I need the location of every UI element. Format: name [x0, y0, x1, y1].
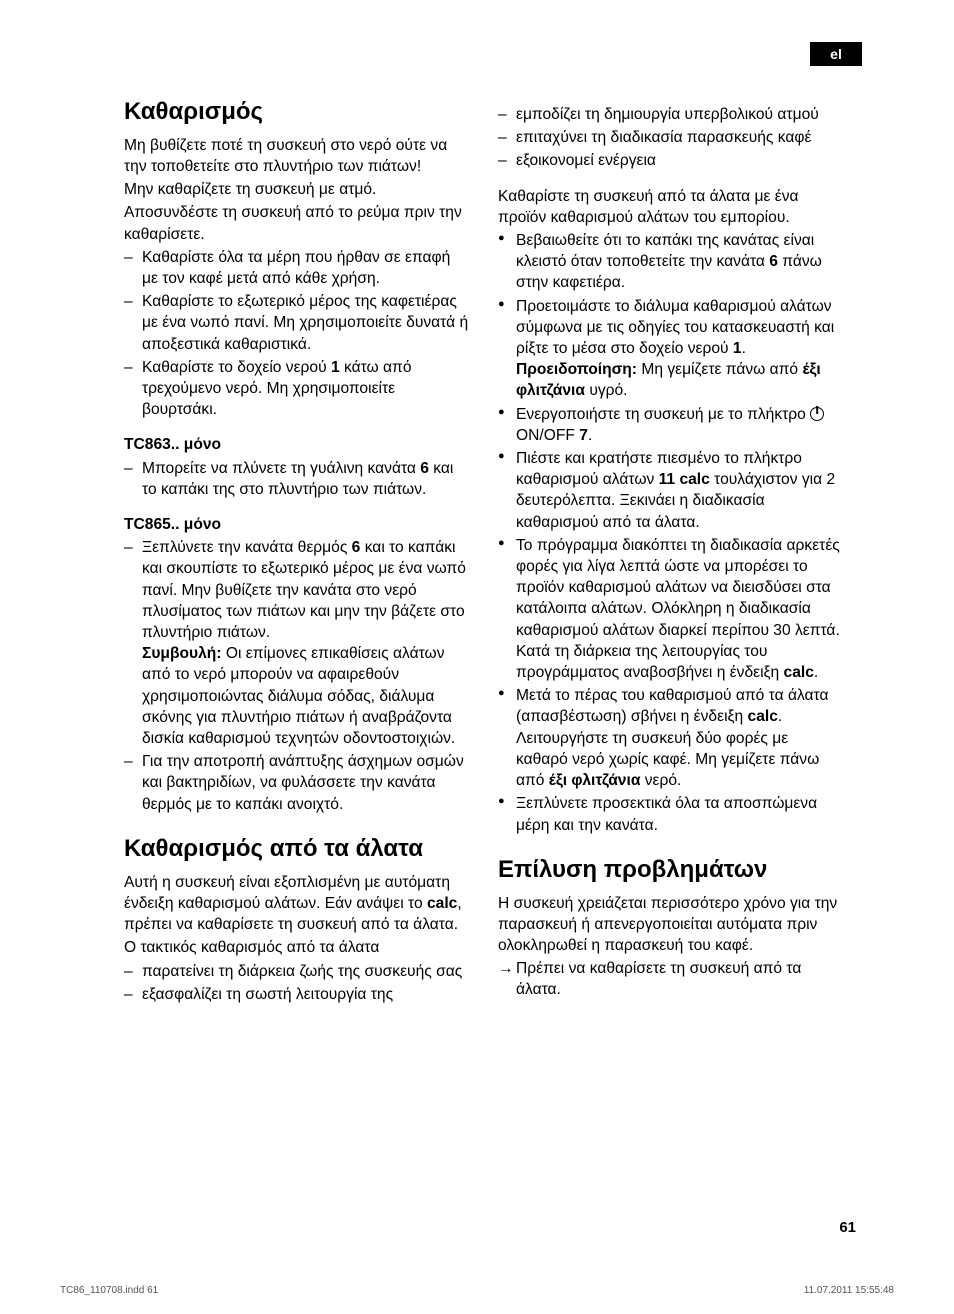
- dash-list: παρατείνει τη διάρκεια ζωής της συσκευής…: [124, 961, 470, 1005]
- text: Ενεργοποιήστε τη συσκευή με το πλήκτρο: [516, 406, 810, 423]
- power-icon: [810, 407, 824, 421]
- list-item: παρατείνει τη διάρκεια ζωής της συσκευής…: [124, 961, 470, 982]
- text: Μη γεμίζετε πάνω από: [637, 361, 802, 378]
- tip-label: Συμβουλή:: [142, 645, 221, 662]
- heading-cleaning: Καθαρισμός: [124, 98, 470, 127]
- text: νερό.: [640, 772, 681, 789]
- text: .: [588, 427, 592, 444]
- text: Μπορείτε να πλύνετε τη γυάλινη κανάτα: [142, 460, 420, 477]
- para: Καθαρίστε τη συσκευή από τα άλατα με ένα…: [498, 186, 844, 228]
- list-item: εμποδίζει τη δημιουργία υπερβολικού ατμο…: [498, 104, 844, 125]
- ref-number: 1: [733, 340, 742, 357]
- list-item: Ενεργοποιήστε τη συσκευή με το πλήκτρο O…: [498, 404, 844, 446]
- list-item: Μπορείτε να πλύνετε τη γυάλινη κανάτα 6 …: [124, 458, 470, 500]
- ref-number: 1: [331, 359, 340, 376]
- calc-label: calc: [748, 708, 778, 725]
- text: Ξεπλύνετε την κανάτα θερμός: [142, 539, 352, 556]
- arrow-item: Πρέπει να καθαρίσετε τη συσκευή από τα ά…: [498, 958, 844, 1000]
- list-item: επιταχύνει τη διαδικασία παρασκευής καφέ: [498, 127, 844, 148]
- calc-label: calc: [784, 664, 814, 681]
- para: Μην καθαρίζετε τη συσκευή με ατμό.: [124, 179, 470, 200]
- subheading-tc865: TC865.. μόνο: [124, 514, 470, 535]
- list-item: εξασφαλίζει τη σωστή λειτουργία της: [124, 984, 470, 1005]
- subheading-tc863: TC863.. μόνο: [124, 434, 470, 455]
- text: Προετοιμάστε το διάλυμα καθαρισμού αλάτω…: [516, 298, 834, 357]
- list-item: Το πρόγραμμα διακόπτει τη διαδικασία αρκ…: [498, 535, 844, 683]
- ref-number: 6: [420, 460, 429, 477]
- text: .: [742, 340, 746, 357]
- para: Αποσυνδέστε τη συσκευή από το ρεύμα πριν…: [124, 202, 470, 244]
- para: Η συσκευή χρειάζεται περισσότερο χρόνο γ…: [498, 893, 844, 957]
- list-item: Καθαρίστε όλα τα μέρη που ήρθαν σε επαφή…: [124, 247, 470, 289]
- language-badge: el: [810, 42, 862, 66]
- calc-label: calc: [427, 895, 457, 912]
- calc-label: 11 calc: [659, 471, 710, 488]
- text: Αυτή η συσκευή είναι εξοπλισμένη με αυ­τ…: [124, 874, 450, 912]
- list-item: Μετά το πέρας του καθαρισμού από τα άλατ…: [498, 685, 844, 791]
- dash-list: εμποδίζει τη δημιουργία υπερβολικού ατμο…: [498, 104, 844, 172]
- list-item: Καθαρίστε το δοχείο νερού 1 κάτω από τρε…: [124, 357, 470, 421]
- dash-list: Ξεπλύνετε την κανάτα θερμός 6 και το κα­…: [124, 537, 470, 815]
- list-item: Καθαρίστε το εξωτερικό μέρος της καφε­τι…: [124, 291, 470, 355]
- para: Ο τακτικός καθαρισμός από τα άλατα: [124, 937, 470, 958]
- text: Το πρόγραμμα διακόπτει τη διαδικασία αρκ…: [516, 537, 840, 681]
- warning-label: Προειδοποίηση:: [516, 361, 637, 378]
- page-number: 61: [839, 1219, 856, 1236]
- left-column: Καθαρισμός Μη βυθίζετε ποτέ τη συσκευή σ…: [124, 98, 470, 1007]
- heading-troubleshooting: Επίλυση προβλημάτων: [498, 856, 844, 885]
- text: Καθαρίστε το δοχείο νερού: [142, 359, 331, 376]
- footer-file: TC86_110708.indd 61: [60, 1285, 158, 1296]
- para: Μη βυθίζετε ποτέ τη συσκευή στο νερό ούτ…: [124, 135, 470, 177]
- list-item: Ξεπλύνετε την κανάτα θερμός 6 και το κα­…: [124, 537, 470, 749]
- ref-number: 7: [579, 427, 588, 444]
- list-item: Πιέστε και κρατήστε πιεσμένο το πλήκτρο …: [498, 448, 844, 533]
- list-item: Βεβαιωθείτε ότι το καπάκι της κανάτας εί…: [498, 230, 844, 294]
- heading-descaling: Καθαρισμός από τα άλατα: [124, 835, 470, 864]
- list-item: Προετοιμάστε το διάλυμα καθαρισμού αλάτω…: [498, 296, 844, 402]
- bullet-list: Βεβαιωθείτε ότι το καπάκι της κανάτας εί…: [498, 230, 844, 836]
- dash-list: Καθαρίστε όλα τα μέρη που ήρθαν σε επαφή…: [124, 247, 470, 421]
- list-item: Ξεπλύνετε προσεκτικά όλα τα αποσπώμε­να …: [498, 793, 844, 835]
- bold-text: έξι φλιτζάνια: [549, 772, 641, 789]
- ref-number: 6: [769, 253, 778, 270]
- dash-list: Μπορείτε να πλύνετε τη γυάλινη κανάτα 6 …: [124, 458, 470, 500]
- content-columns: Καθαρισμός Μη βυθίζετε ποτέ τη συσκευή σ…: [124, 98, 844, 1007]
- list-item: εξοικονομεί ενέργεια: [498, 150, 844, 171]
- text: υγρό.: [585, 382, 628, 399]
- text: ON/OFF: [516, 427, 579, 444]
- footer-timestamp: 11.07.2011 15:55:48: [804, 1285, 894, 1296]
- text: .: [814, 664, 818, 681]
- list-item: Για την αποτροπή ανάπτυξης άσχημων οσμών…: [124, 751, 470, 815]
- para: Αυτή η συσκευή είναι εξοπλισμένη με αυ­τ…: [124, 872, 470, 936]
- right-column: εμποδίζει τη δημιουργία υπερβολικού ατμο…: [498, 98, 844, 1007]
